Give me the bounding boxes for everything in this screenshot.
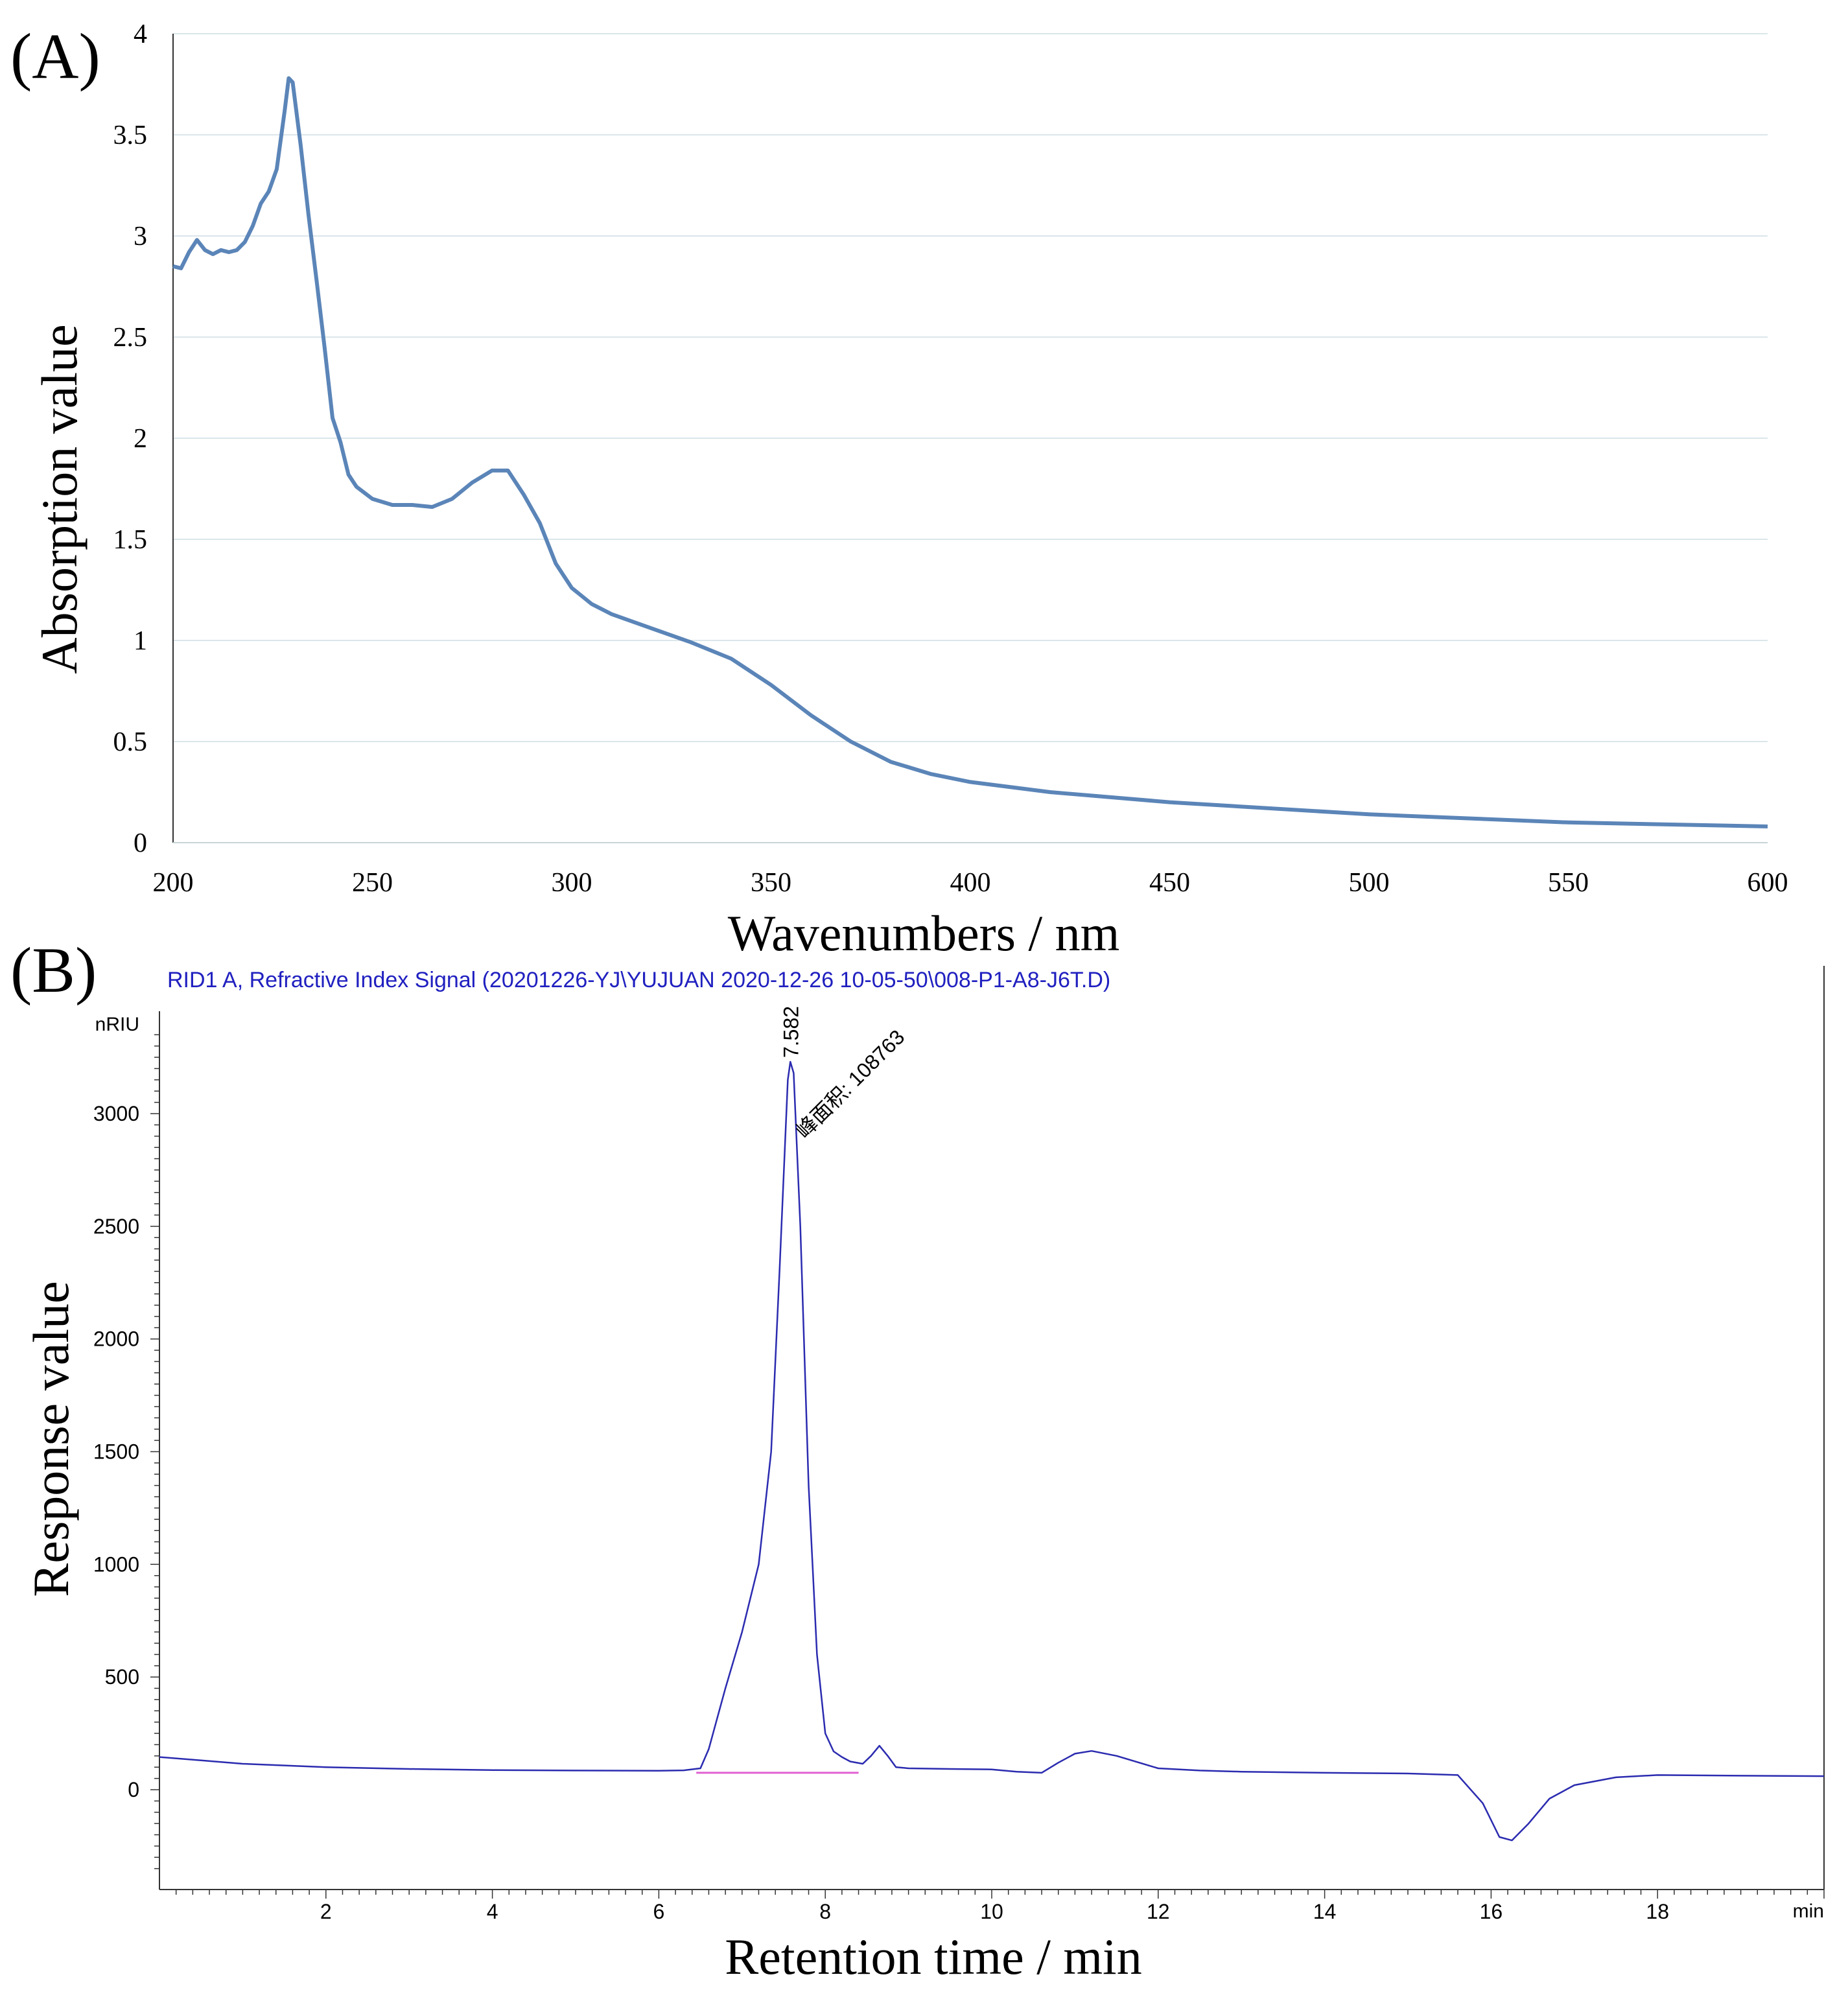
panel-b-y-tick-label: 0 — [128, 1778, 139, 1801]
panel-a: (A) 0 0.5 1 1.5 2 2.5 3 3.5 4 200 250 300 350 400 450… — [10, 19, 1788, 961]
panel-b-x-tick-label: 10 — [980, 1900, 1003, 1923]
panel-a-y-tick-label: 3 — [134, 222, 147, 252]
panel-a-y-tick-label: 0.5 — [113, 727, 148, 757]
panel-b-y-tick-label: 2000 — [93, 1328, 139, 1351]
panel-b-peak-time-label: 7.582 — [780, 1006, 803, 1058]
panel-a-y-tick-label: 2.5 — [113, 323, 148, 353]
panel-a-y-axis-label: Absorption value — [31, 324, 88, 673]
panel-b-x-unit-label: min — [1793, 1901, 1824, 1922]
panel-b-chart-title: RID1 A, Refractive Index Signal (2020122… — [167, 968, 1110, 992]
panel-b-y-tick-label: 3000 — [93, 1102, 139, 1125]
panel-b-y-ticks: 0 500 1000 1500 2000 2500 3000 — [93, 1102, 139, 1801]
panel-b-x-tick-label: 6 — [653, 1900, 665, 1923]
panel-b-y-tick-label: 500 — [105, 1665, 139, 1689]
panel-a-x-axis-label: Wavenumbers / nm — [728, 905, 1120, 961]
panel-a-gridlines — [173, 33, 1768, 742]
panel-b-y-tick-label: 2500 — [93, 1215, 139, 1238]
panel-a-x-tick-label: 400 — [950, 868, 991, 898]
panel-a-spectrum-line — [172, 76, 1768, 828]
panel-b-x-tick-label: 4 — [487, 1900, 498, 1923]
panel-b-x-tick-label: 2 — [320, 1900, 332, 1923]
panel-b-x-tick-label: 14 — [1313, 1900, 1337, 1923]
panel-b-label: (B) — [10, 934, 97, 1006]
panel-b-x-tick-label: 12 — [1147, 1900, 1170, 1923]
panel-b-chromatogram-trace — [159, 1060, 1825, 1842]
panel-a-x-tick-label: 250 — [352, 868, 393, 898]
panel-b-x-tick-label: 18 — [1646, 1900, 1669, 1923]
panel-a-y-ticks: 0 0.5 1 1.5 2 2.5 3 3.5 4 — [113, 19, 148, 858]
panel-b-y-tick-label: 1500 — [93, 1440, 139, 1464]
panel-a-label: (A) — [10, 20, 100, 92]
panel-b-minor-ticks — [150, 1034, 1825, 1899]
panel-b-peak-area-label: 峰面积: 108763 — [791, 1025, 909, 1143]
panel-a-x-tick-label: 600 — [1748, 868, 1788, 898]
panel-a-x-tick-label: 500 — [1349, 868, 1390, 898]
panel-a-x-tick-label: 300 — [552, 868, 592, 898]
panel-a-x-ticks: 200 250 300 350 400 450 500 550 600 — [153, 868, 1788, 898]
panel-a-x-tick-label: 450 — [1149, 868, 1190, 898]
panel-a-x-tick-label: 200 — [153, 868, 194, 898]
panel-a-y-tick-label: 0 — [134, 828, 147, 858]
panel-b-x-axis-label: Retention time / min — [725, 1928, 1141, 1985]
panel-b-x-ticks: 2 4 6 8 10 12 14 16 18 — [320, 1900, 1669, 1923]
panel-a-y-tick-label: 4 — [134, 19, 147, 49]
panel-a-y-tick-label: 2 — [134, 424, 147, 454]
panel-b-y-unit-label: nRIU — [95, 1014, 139, 1035]
panel-a-x-tick-label: 550 — [1548, 868, 1589, 898]
panel-b: (B) RID1 A, Refractive Index Signal (202… — [10, 934, 1825, 1985]
panel-a-x-tick-label: 350 — [751, 868, 791, 898]
panel-a-y-tick-label: 1 — [134, 626, 147, 656]
panel-b-x-tick-label: 16 — [1480, 1900, 1503, 1923]
panel-a-y-tick-label: 3.5 — [113, 121, 148, 150]
panel-b-y-axis-label: Response value — [23, 1281, 79, 1597]
panel-b-y-tick-label: 1000 — [93, 1552, 139, 1576]
panel-a-y-tick-label: 1.5 — [113, 525, 148, 555]
panel-b-x-tick-label: 8 — [819, 1900, 831, 1923]
